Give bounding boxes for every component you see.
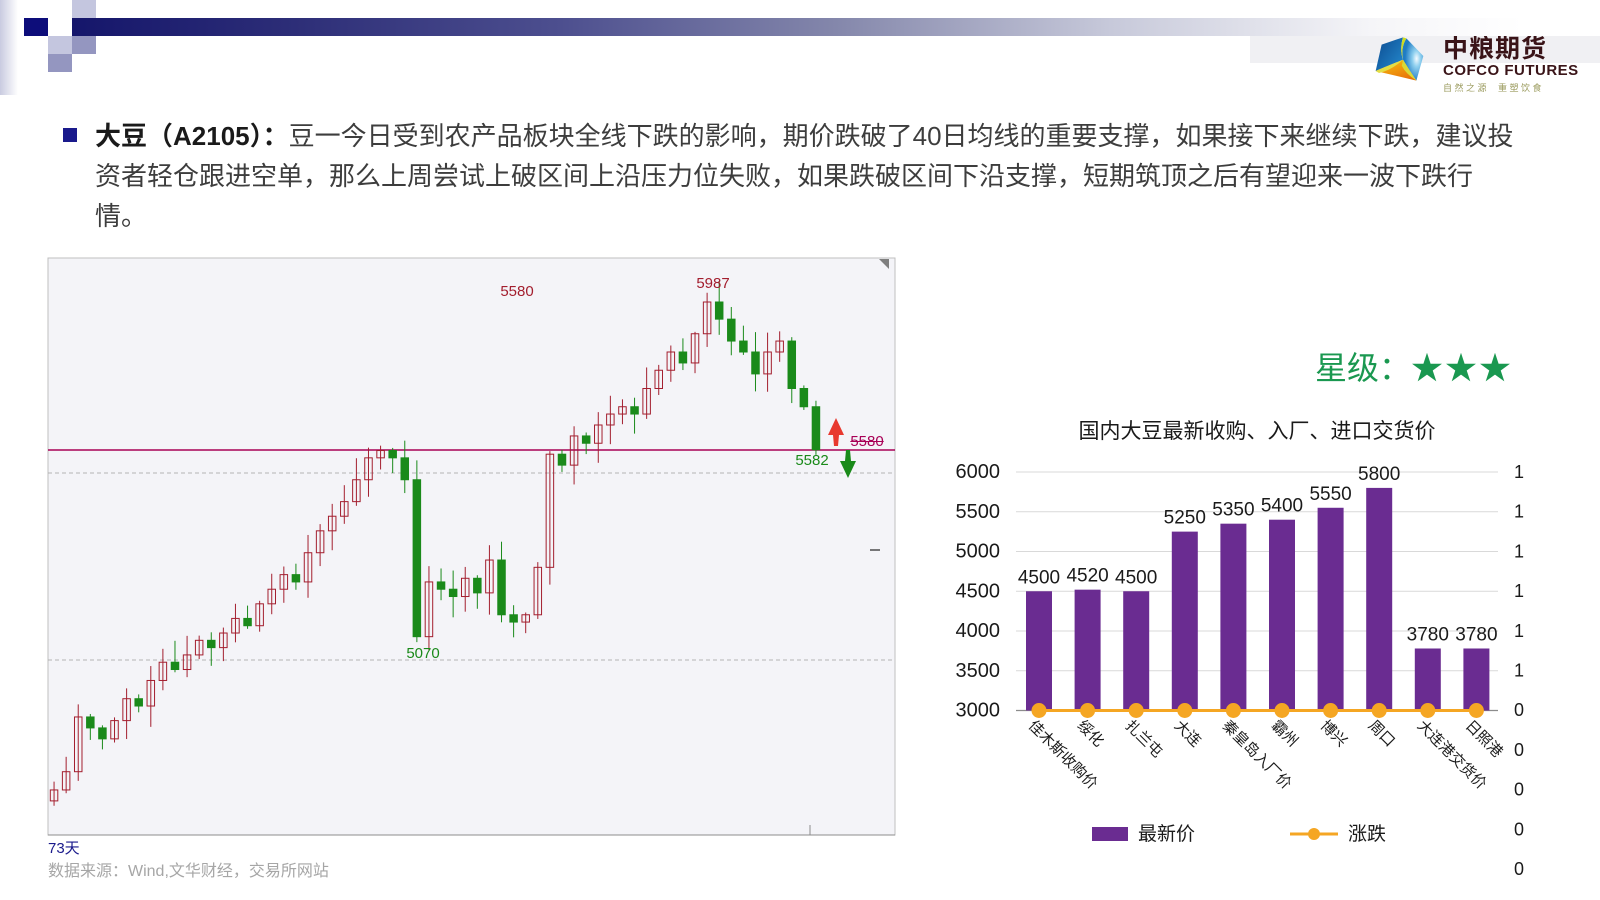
svg-text:5500: 5500 [956, 501, 1001, 523]
svg-text:涨跌: 涨跌 [1348, 819, 1386, 846]
svg-text:5000: 5000 [956, 541, 1001, 563]
svg-text:4520: 4520 [1066, 566, 1108, 587]
svg-text:5250: 5250 [1164, 508, 1206, 529]
svg-text:4500: 4500 [1115, 567, 1157, 588]
svg-text:6000: 6000 [956, 461, 1001, 483]
svg-text:3780: 3780 [1455, 624, 1497, 645]
svg-text:5400: 5400 [1261, 496, 1303, 517]
svg-text:0: 0 [1514, 740, 1524, 760]
svg-text:0: 0 [1514, 780, 1524, 800]
svg-text:1: 1 [1514, 541, 1524, 561]
svg-text:5550: 5550 [1309, 484, 1351, 505]
svg-text:国内大豆最新收购、入厂、进口交货价: 国内大豆最新收购、入厂、进口交货价 [1079, 415, 1436, 445]
svg-text:1: 1 [1514, 502, 1524, 522]
svg-text:5800: 5800 [1358, 464, 1400, 485]
svg-text:4500: 4500 [1018, 567, 1060, 588]
svg-text:1: 1 [1514, 462, 1524, 482]
svg-text:3000: 3000 [956, 700, 1001, 722]
svg-text:0: 0 [1514, 700, 1524, 720]
svg-text:1: 1 [1514, 661, 1524, 681]
svg-text:最新价: 最新价 [1138, 819, 1195, 846]
svg-text:0: 0 [1514, 819, 1524, 839]
svg-text:5350: 5350 [1212, 500, 1254, 521]
svg-text:4500: 4500 [956, 580, 1001, 602]
svg-text:3780: 3780 [1407, 624, 1449, 645]
svg-text:4000: 4000 [956, 620, 1001, 642]
svg-text:3500: 3500 [956, 660, 1001, 682]
svg-text:0: 0 [1514, 859, 1524, 879]
svg-text:1: 1 [1514, 581, 1524, 601]
svg-text:1: 1 [1514, 621, 1524, 641]
